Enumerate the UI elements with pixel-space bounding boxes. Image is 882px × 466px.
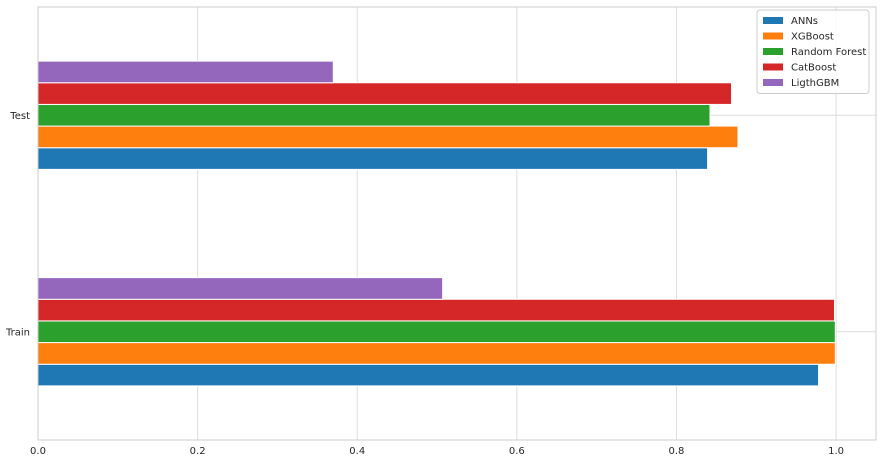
plot-frame — [37, 6, 877, 441]
bar-ligthgbm-train — [37, 277, 444, 300]
legend-swatch — [763, 48, 783, 55]
legend-label: Random Forest — [791, 47, 866, 58]
x-tick-label: 0.8 — [669, 446, 685, 457]
legend: ANNs XGBoost Random Forest CatBoost LigthGBM — [756, 9, 870, 94]
legend-swatch — [763, 32, 783, 40]
legend-label: ANNs — [791, 16, 818, 27]
x-axis-ticks: 0.0 0.2 0.4 0.6 0.8 1.0 — [30, 446, 844, 457]
legend-box — [756, 9, 870, 94]
bar-catboost-train — [37, 298, 835, 322]
bar-catboost-test — [37, 82, 733, 105]
legend-swatch — [763, 63, 783, 71]
legend-label: CatBoost — [791, 63, 836, 74]
bar-anns-train — [37, 363, 820, 387]
x-tick-label: 0.6 — [509, 446, 525, 457]
legend-swatch — [763, 17, 783, 24]
bar-xgboost-train — [37, 342, 836, 365]
x-tick-label: 0.0 — [30, 446, 46, 457]
legend-swatch — [763, 79, 783, 86]
y-tick-label: Train — [5, 327, 30, 338]
x-tick-label: 1.0 — [828, 446, 844, 457]
x-tick-label: 0.4 — [349, 446, 365, 457]
bar-ligthgbm-test — [37, 60, 334, 84]
bar-random-forest-test — [37, 103, 711, 127]
bar-random-forest-train — [37, 320, 836, 344]
bars — [37, 60, 836, 387]
bar-anns-test — [37, 147, 709, 170]
x-tick-label: 0.2 — [190, 446, 206, 457]
y-tick-label: Test — [9, 111, 30, 122]
legend-label: XGBoost — [791, 32, 834, 43]
y-axis-ticks: Train Test — [5, 111, 30, 339]
bar-xgboost-test — [37, 125, 739, 149]
legend-label: LigthGBM — [791, 78, 839, 89]
